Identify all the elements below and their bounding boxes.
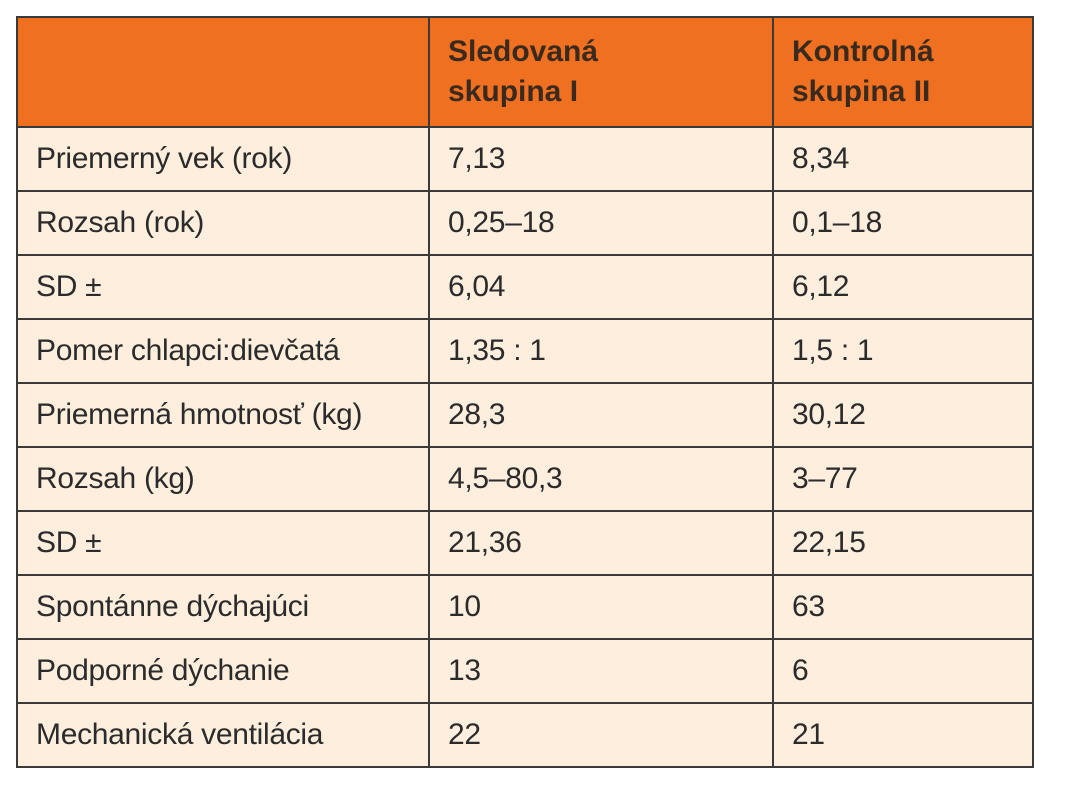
row-label: SD ± (16, 254, 430, 320)
row-label: Pomer chlapci:dievčatá (16, 318, 430, 384)
cell-group-2: 6 (772, 638, 1034, 704)
cell-group-1: 22 (428, 702, 774, 768)
header-line: skupina II (792, 75, 931, 108)
cell-group-1: 21,36 (428, 510, 774, 576)
row-label: Spontánne dýchajúci (16, 574, 430, 640)
header-cell-sledovana: Sledovaná skupina I (428, 16, 774, 128)
cell-group-2: 30,12 (772, 382, 1034, 448)
header-row: Sledovaná skupina I Kontrolná skupina II (16, 16, 1034, 128)
cell-group-1: 7,13 (428, 126, 774, 192)
data-table: Sledovaná skupina I Kontrolná skupina II… (16, 16, 1034, 768)
row-label: Mechanická ventilácia (16, 702, 430, 768)
cell-group-1: 13 (428, 638, 774, 704)
cell-group-2: 63 (772, 574, 1034, 640)
row-label: SD ± (16, 510, 430, 576)
cell-group-2: 21 (772, 702, 1034, 768)
cell-group-1: 0,25–18 (428, 190, 774, 256)
row-label: Priemerná hmotnosť (kg) (16, 382, 430, 448)
row-label: Rozsah (kg) (16, 446, 430, 512)
header-cell-kontrolna: Kontrolná skupina II (772, 16, 1034, 128)
cell-group-1: 6,04 (428, 254, 774, 320)
cell-group-2: 8,34 (772, 126, 1034, 192)
table-row: Priemerný vek (rok) 7,13 8,34 (16, 126, 1034, 192)
cell-group-1: 1,35 : 1 (428, 318, 774, 384)
table-row: Rozsah (rok) 0,25–18 0,1–18 (16, 190, 1034, 256)
table-row: SD ± 21,36 22,15 (16, 510, 1034, 576)
row-label: Priemerný vek (rok) (16, 126, 430, 192)
cell-group-2: 6,12 (772, 254, 1034, 320)
header-line: Sledovaná (448, 35, 599, 68)
header-cell-empty (16, 16, 430, 128)
table-row: Podporné dýchanie 13 6 (16, 638, 1034, 704)
table-row: Mechanická ventilácia 22 21 (16, 702, 1034, 768)
table-row: SD ± 6,04 6,12 (16, 254, 1034, 320)
cell-group-1: 10 (428, 574, 774, 640)
header-line: skupina I (448, 75, 579, 108)
cell-group-1: 4,5–80,3 (428, 446, 774, 512)
table-row: Spontánne dýchajúci 10 63 (16, 574, 1034, 640)
data-table-container: Sledovaná skupina I Kontrolná skupina II… (16, 16, 1034, 768)
cell-group-2: 3–77 (772, 446, 1034, 512)
header-line: Kontrolná (792, 35, 934, 68)
cell-group-2: 0,1–18 (772, 190, 1034, 256)
row-label: Rozsah (rok) (16, 190, 430, 256)
table-row: Priemerná hmotnosť (kg) 28,3 30,12 (16, 382, 1034, 448)
row-label: Podporné dýchanie (16, 638, 430, 704)
table-body: Priemerný vek (rok) 7,13 8,34 Rozsah (ro… (16, 126, 1034, 768)
cell-group-2: 1,5 : 1 (772, 318, 1034, 384)
table-row: Rozsah (kg) 4,5–80,3 3–77 (16, 446, 1034, 512)
cell-group-2: 22,15 (772, 510, 1034, 576)
table-header: Sledovaná skupina I Kontrolná skupina II (16, 16, 1034, 128)
table-row: Pomer chlapci:dievčatá 1,35 : 1 1,5 : 1 (16, 318, 1034, 384)
cell-group-1: 28,3 (428, 382, 774, 448)
